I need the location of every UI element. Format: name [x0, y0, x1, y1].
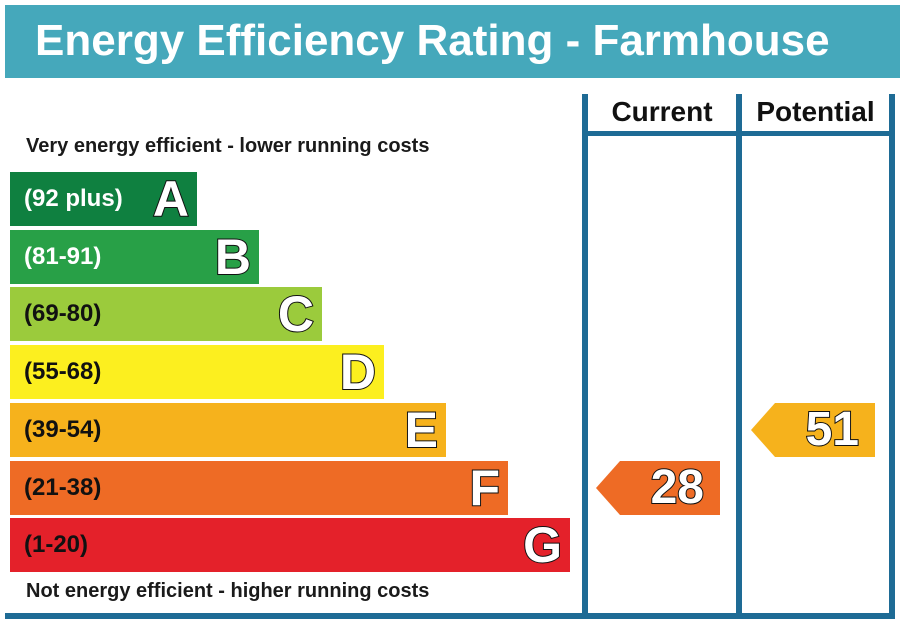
band-range-label: (55-68) — [24, 358, 102, 386]
band-b: (81-91) B — [10, 228, 259, 285]
caption-top: Very energy efficient - lower running co… — [26, 135, 430, 157]
frame-line-middle — [736, 94, 742, 619]
band-a: (92 plus) A — [10, 171, 197, 227]
arrow-polygon — [751, 402, 875, 457]
column-header-potential: Potential — [756, 96, 875, 127]
band-g: (1-20) G — [10, 517, 570, 574]
band-d: (55-68) D — [10, 344, 384, 401]
frame-header-divider — [582, 131, 895, 136]
chart-title: Energy Efficiency Rating - Farmhouse — [35, 16, 830, 65]
column-header-current: Current — [611, 96, 713, 127]
arrow-value: 51 — [805, 402, 860, 457]
arrow-polygon — [596, 460, 720, 515]
band-letter: D — [339, 344, 377, 401]
band-letter: A — [152, 171, 190, 227]
band-range-label: (69-80) — [24, 300, 102, 328]
arrow-value: 28 — [650, 460, 705, 515]
band-range-label: (92 plus) — [24, 185, 123, 212]
band-c: (69-80) C — [10, 286, 322, 343]
frame-line-right — [889, 94, 895, 619]
band-range-label: (81-91) — [24, 242, 102, 270]
arrow-shape — [596, 460, 720, 515]
frame-line-left — [582, 94, 588, 619]
band-letter: C — [277, 286, 315, 343]
current-rating-arrow: 28 — [596, 460, 720, 515]
title-bar: Energy Efficiency Rating - Farmhouse — [5, 5, 900, 78]
band-letter: B — [214, 228, 252, 285]
band-range-label: (21-38) — [24, 473, 102, 501]
band-letter: G — [522, 517, 563, 574]
band-letter: F — [468, 459, 501, 516]
band-range-label: (39-54) — [24, 415, 102, 443]
band-e: (39-54) E — [10, 401, 446, 458]
frame-bottom-line — [5, 613, 895, 619]
potential-rating-arrow: 51 — [751, 402, 875, 457]
band-f: (21-38) F — [10, 459, 508, 516]
band-range-label: (1-20) — [24, 531, 89, 559]
caption-bottom: Not energy efficient - higher running co… — [26, 580, 430, 602]
band-letter: E — [404, 401, 439, 458]
arrow-shape — [751, 402, 875, 457]
